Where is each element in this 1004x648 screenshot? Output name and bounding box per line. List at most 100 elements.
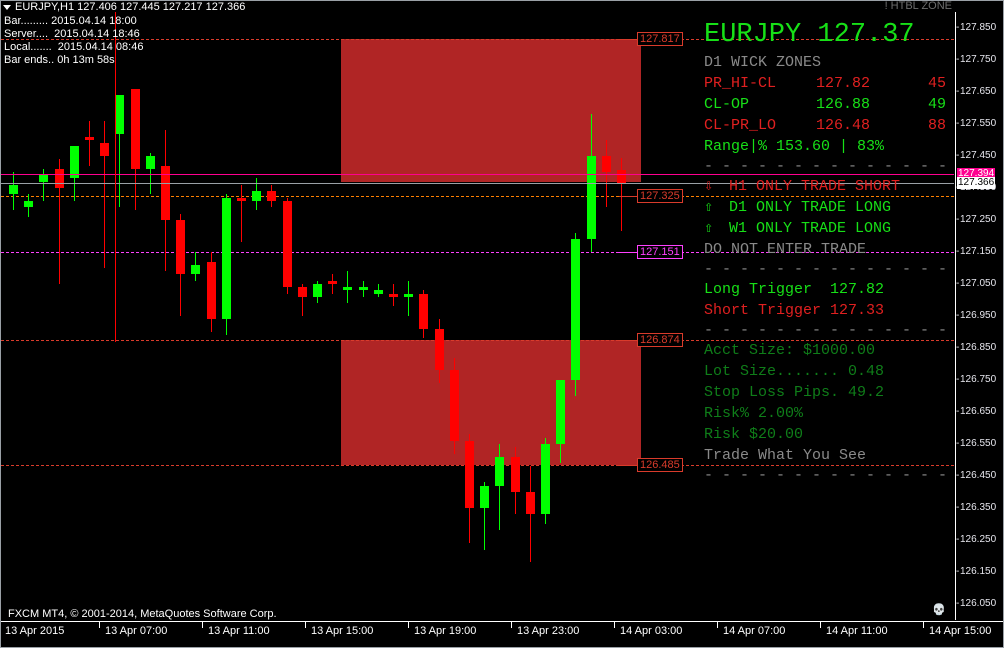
price-tick-13: -126.550 [956,438,997,449]
zone-name: CL-OP [704,96,750,113]
time-tick-separator [717,622,718,628]
candle-body [556,380,565,444]
candle-wick [302,284,303,316]
chevron-down-icon[interactable] [3,5,11,10]
level-line-127.325 [1,196,954,197]
bar-info-line-2: Local....... 2015.04.14 08:46 [4,41,144,53]
candle-body [267,191,276,201]
candle-body [237,197,246,201]
trade-info-panel: EURJPY 127.37 D1 WICK ZONES PR_HI-CL 127.… [704,18,952,485]
price-tick-3: -127.550 [956,118,997,129]
panel-separator-1: - - - - - - - - - - - - - - [704,158,948,175]
account-row-4: Risk $20.00 [704,426,804,443]
level-label-connector [619,340,637,342]
account-row-2: Stop Loss Pips. 49.2 [704,384,885,401]
arrow-up-icon: ⇧ [704,199,714,216]
time-tick-4: 13 Apr 19:00 [414,625,477,637]
level-line-126.874 [1,340,954,342]
time-tick-0: 13 Apr 2015 [5,625,65,637]
price-tick-9: -126.950 [956,310,997,321]
candle-body [419,293,428,329]
candle-wick [499,444,500,531]
level-label-126.485: 126.485 [637,457,683,472]
candle-body [602,156,611,172]
signal-text: W1 ONLY TRADE LONG [720,220,892,237]
short-trigger-label: Short Trigger [704,302,822,319]
candle-wick [408,280,409,316]
time-tick-1: 13 Apr 07:00 [105,625,168,637]
signal-row-2: ⇧ W1 ONLY TRADE LONG [704,218,952,239]
chart-title-bar[interactable]: EURJPY,H1 127.406 127.445 127.217 127.36… [3,1,245,13]
level-label-126.874: 126.874 [637,333,683,348]
candle-body [404,293,413,297]
page-title: EURJPY,H1 127.406 127.445 127.217 127.36… [15,0,246,13]
bar-info-line-1: Server.... 2015.04.14 18:46 [4,28,140,40]
candle-body [70,146,79,179]
level-label-127.151: 127.151 [637,244,683,259]
candle-body [480,485,489,508]
candle-wick [332,274,333,294]
candle-body [343,287,352,291]
candle-wick [89,120,90,166]
candle-body [252,191,261,201]
candle-wick [59,159,60,284]
candle-body [450,370,459,441]
level-label-127.325: 127.325 [637,189,683,203]
time-tick-2: 13 Apr 11:00 [208,625,270,637]
time-scale[interactable]: 13 Apr 2015 13 Apr 07:00 13 Apr 11:00 13 Ap… [1,621,1003,647]
bar-info-line-0: Bar......... 2015.04.14 18:00 [4,15,137,27]
candle-body [435,328,444,371]
time-tick-3: 13 Apr 15:00 [311,625,374,637]
price-tick-14: -126.450 [956,470,997,481]
candle-wick [484,482,485,550]
chart-plot-area[interactable]: 127.817 127.325 127.151 126.874 126.485 [1,12,954,620]
time-tick-separator [614,622,615,628]
signal-row-0: ⇩ H1 ONLY TRADE SHORT [704,176,952,197]
wick-zone-rows: PR_HI-CL 127.82 45 CL-OP 126.88 49 CL-PR_LO 126… [704,73,952,136]
time-tick-separator [99,622,100,628]
level-label-connector [619,196,637,197]
price-tick-1: -127.750 [956,54,997,65]
candle-body [465,440,474,508]
zone-price: 127.82 [816,75,871,92]
price-tick-16: -126.250 [956,534,997,545]
account-row-3: Risk% 2.00% [704,405,804,422]
candle-body [359,287,368,291]
price-scale[interactable]: -127.850 -127.750 -127.650 -127.550 -127.450… [955,12,1003,620]
candle-body [161,165,170,220]
candle-body [571,239,580,380]
time-tick-6: 14 Apr 03:00 [620,625,683,637]
arrow-down-icon: ⇩ [704,178,714,195]
candle-wick [43,168,44,201]
panel-symbol-price: EURJPY 127.37 [704,20,915,50]
candle-body [131,88,140,169]
candle-body [298,287,307,297]
long-trigger-value: 127.82 [830,281,885,298]
wick-zone-row-0: PR_HI-CL 127.82 45 [704,73,952,94]
level-line-127.151 [1,251,954,253]
price-tick-0: -127.850 [956,22,997,33]
level-label-connector [619,251,637,253]
copyright-text: FXCM MT4, © 2001-2014, MetaQuotes Softwa… [8,608,277,620]
candle-body [328,280,337,284]
zone-rect-CL-PR_LO [341,340,641,465]
time-tick-separator [305,622,306,628]
candle-body [587,156,596,240]
bid-price-line [1,173,954,175]
account-rows: Acct Size: $1000.00 Lot Size....... 0.48 S… [704,340,952,445]
ask-price-label: 127.366 [957,176,996,189]
zone-pips: 49 [927,96,946,113]
candle-body [617,170,626,183]
htbl-zone-label: ! HTBL ZONE [884,0,952,12]
level-label-connector [619,464,637,466]
zone-pips: 88 [927,117,946,134]
panel-separator-4: - - - - - - - - - - - - - - [704,467,948,484]
skull-icon: 💀 [932,604,946,616]
candle-wick [119,98,120,208]
price-tick-8: -127.050 [956,278,997,289]
long-trigger-label: Long Trigger [704,281,813,298]
time-tick-8: 14 Apr 11:00 [826,625,888,637]
candle-body [85,136,94,140]
price-tick-7: -127.150 [956,246,997,257]
